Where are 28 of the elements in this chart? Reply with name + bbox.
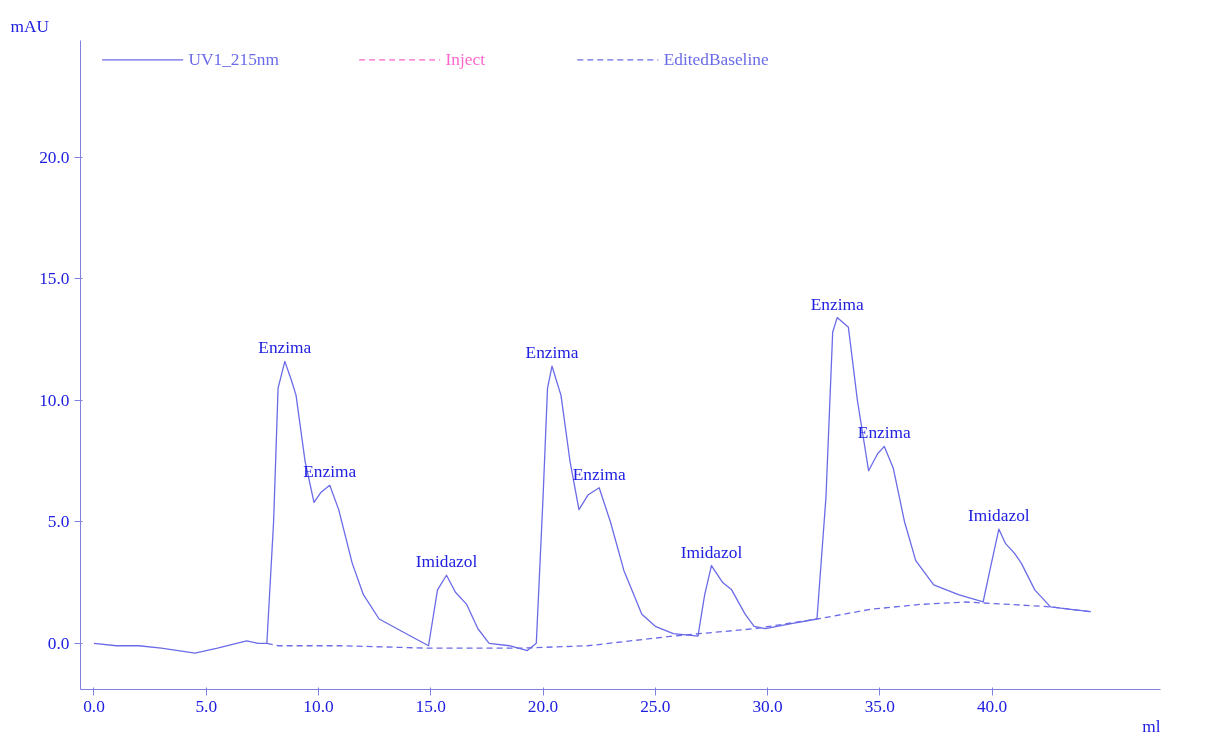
y-tick-label: 5.0	[47, 512, 70, 532]
annotation: Enzima	[857, 423, 912, 443]
annotation: Imidazol	[415, 552, 478, 572]
annotation: Enzima	[525, 343, 579, 363]
annotation: Enzima	[258, 338, 312, 358]
annotation: Enzima	[303, 462, 357, 482]
x-tick-label: 25.0	[640, 696, 671, 716]
y-axis-title: mAU	[10, 16, 50, 36]
y-tick-label: 0.0	[47, 633, 70, 653]
annotation: Enzima	[810, 294, 864, 314]
annotation: Imidazol	[968, 506, 1030, 526]
x-axis-title: ml	[1142, 716, 1161, 736]
x-tick-label: 20.0	[527, 696, 559, 716]
legend-label: Inject	[445, 50, 486, 70]
x-tick-label: 30.0	[752, 696, 783, 716]
annotation: Enzima	[572, 464, 626, 484]
y-tick-label: 10.0	[39, 390, 70, 410]
x-tick-label: 0.0	[83, 696, 105, 716]
annotation: Imidazol	[680, 542, 743, 562]
legend-label: EditedBaseline	[663, 50, 769, 70]
legend-label: UV1_215nm	[188, 50, 280, 70]
y-tick-label: 15.0	[39, 269, 70, 289]
x-tick-label: 15.0	[415, 696, 446, 716]
x-tick-label: 40.0	[976, 696, 1008, 716]
x-tick-label: 5.0	[195, 696, 218, 716]
x-tick-label: 10.0	[303, 696, 334, 716]
y-tick-label: 20.0	[39, 147, 70, 167]
x-tick-label: 35.0	[864, 696, 895, 716]
